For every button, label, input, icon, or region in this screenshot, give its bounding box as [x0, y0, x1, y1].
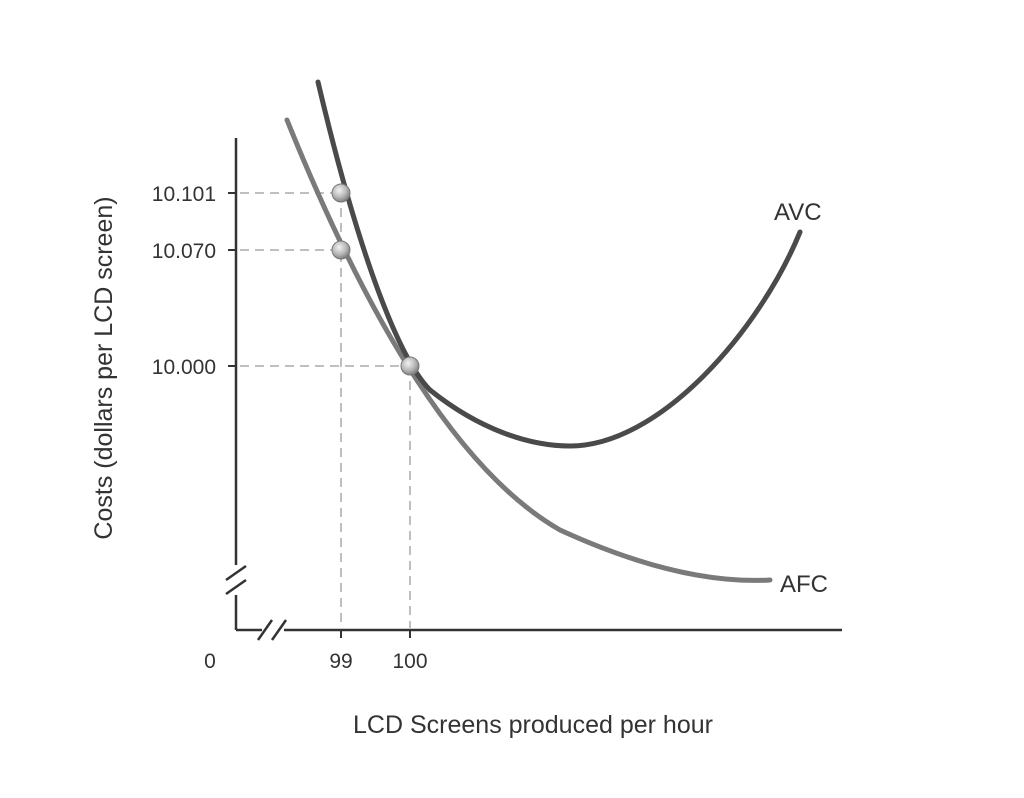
- x-tick-label-99: 99: [329, 650, 352, 673]
- y-tick-10-000: 10.000: [152, 356, 236, 379]
- avc-curve: [315, 79, 803, 449]
- x-axis-title: LCD Screens produced per hour: [353, 711, 713, 739]
- x-axis-break-mark-1: [256, 619, 274, 641]
- afc-label: AFC: [780, 571, 828, 598]
- x-tick-99: 99: [329, 630, 353, 673]
- y-axis-break-mark-2: [225, 578, 247, 596]
- y-axis-title: Costs (dollars per LCD screen): [90, 196, 118, 539]
- y-tick-10-101: 10.101: [152, 183, 236, 206]
- point-99-10-070: [331, 240, 351, 260]
- y-tick-label-10-101: 10.101: [152, 183, 216, 206]
- x-tick-label-100: 100: [392, 650, 427, 673]
- x-tick-100: 100: [392, 630, 428, 673]
- avc-label: AVC: [774, 199, 822, 226]
- afc-curve: [284, 117, 773, 583]
- y-tick-label-10-070: 10.070: [152, 240, 216, 263]
- x-axis-break-mark-2: [270, 619, 288, 641]
- y-axis: [225, 138, 247, 630]
- point-100-10-000: [400, 356, 420, 376]
- guide-lines: [240, 192, 411, 628]
- y-axis-break-mark-1: [225, 564, 247, 582]
- y-tick-label-10-000: 10.000: [152, 356, 216, 379]
- point-99-10-101: [331, 183, 351, 203]
- origin-label: 0: [204, 650, 216, 673]
- y-tick-10-070: 10.070: [152, 240, 236, 263]
- x-axis: [236, 619, 842, 641]
